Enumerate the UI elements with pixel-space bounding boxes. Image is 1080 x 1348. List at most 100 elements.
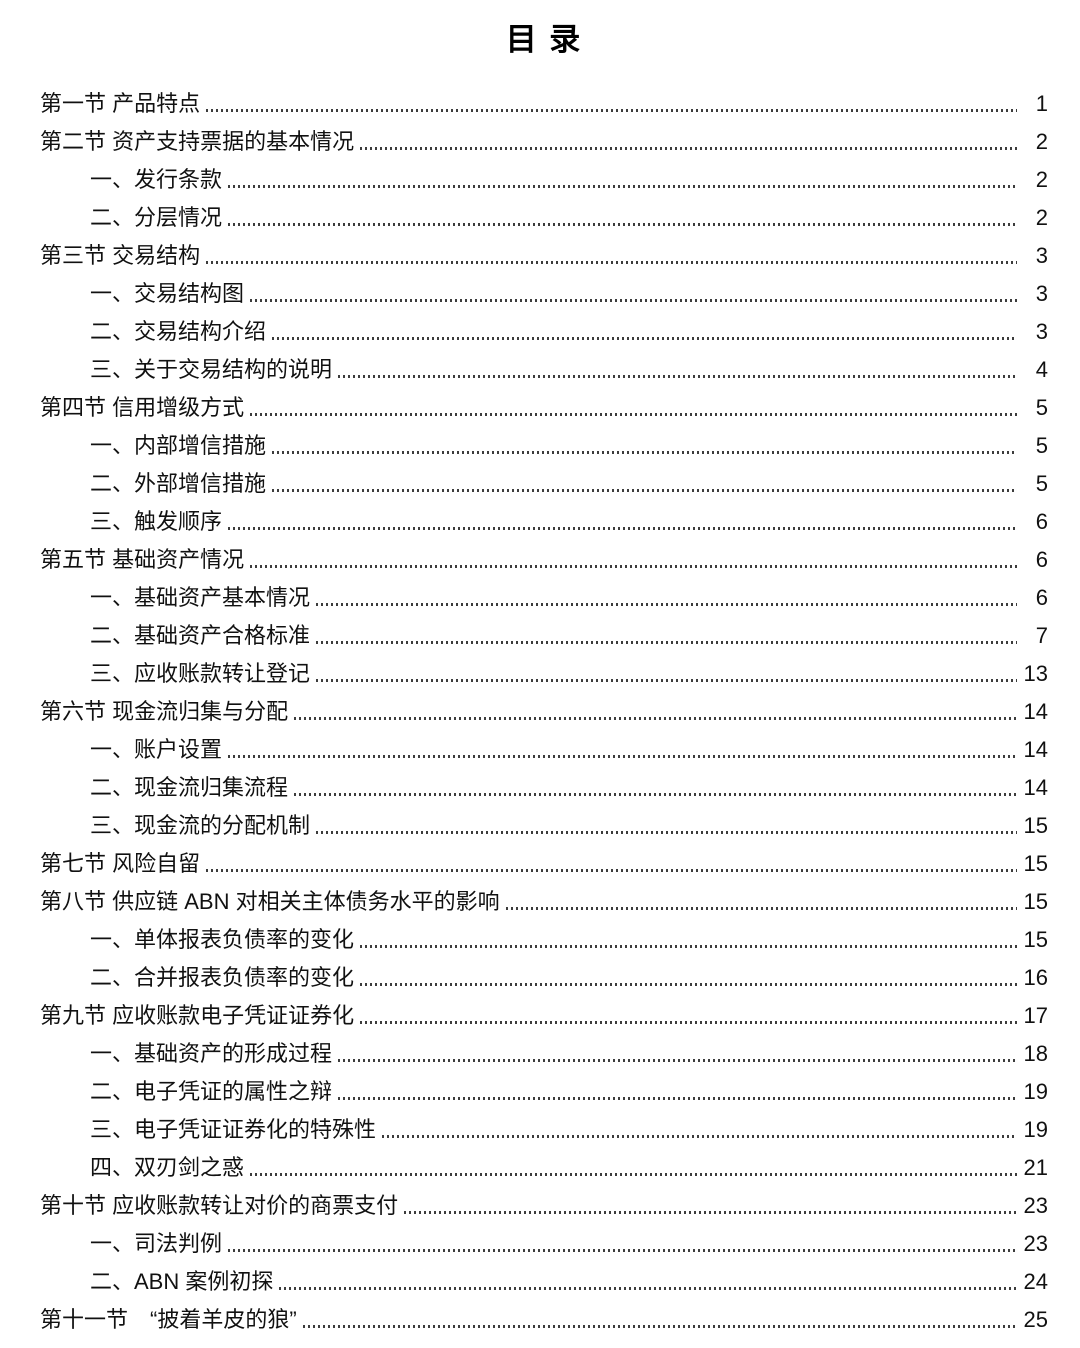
toc-entry[interactable]: 一、司法判例 23 (40, 1221, 1048, 1259)
toc-entry-label: 第七节 风险自留 (40, 851, 201, 876)
toc-entry[interactable]: 三、现金流的分配机制 15 (40, 803, 1048, 841)
toc-entry[interactable]: 三、电子凭证证券化的特殊性 19 (40, 1107, 1048, 1145)
toc-entry[interactable]: 四、双刃剑之惑 21 (40, 1145, 1048, 1183)
dot-leader (382, 1135, 1017, 1138)
dot-leader (228, 1249, 1017, 1252)
toc-entry[interactable]: 一、内部增信措施 5 (40, 423, 1048, 461)
dot-leader (250, 413, 1017, 416)
toc-entry[interactable]: 二、现金流归集流程 14 (40, 765, 1048, 803)
toc-entry[interactable]: 第二节 资产支持票据的基本情况 2 (40, 119, 1048, 157)
toc-entry-page: 15 (1023, 889, 1048, 914)
toc-entry-label: 三、触发顺序 (90, 509, 223, 534)
toc-entry[interactable]: 第十节 应收账款转让对价的商票支付 23 (40, 1183, 1048, 1221)
dot-leader (228, 755, 1017, 758)
dot-leader (302, 1325, 1017, 1328)
dot-leader (228, 185, 1017, 188)
dot-leader (279, 1287, 1017, 1290)
toc-entry-page: 2 (1035, 205, 1048, 230)
toc-entry-page: 13 (1023, 661, 1048, 686)
toc-entry-page: 2 (1035, 129, 1048, 154)
toc-entry-label: 二、分层情况 (90, 205, 223, 230)
toc-entry[interactable]: 一、发行条款 2 (40, 157, 1048, 195)
toc-entry-page: 14 (1023, 699, 1048, 724)
toc-entry[interactable]: 二、ABN 案例初探 24 (40, 1259, 1048, 1297)
toc-entry-page: 5 (1035, 433, 1048, 458)
toc-entry-label: 二、交易结构介绍 (90, 319, 267, 344)
dot-leader (404, 1211, 1017, 1214)
toc-entry-page: 23 (1023, 1193, 1048, 1218)
toc-entry-page: 6 (1035, 509, 1048, 534)
toc-entry-page: 21 (1023, 1155, 1048, 1180)
toc-entry[interactable]: 一、账户设置 14 (40, 727, 1048, 765)
toc-entry-label: 第五节 基础资产情况 (40, 547, 245, 572)
toc-entry-page: 18 (1023, 1041, 1048, 1066)
toc-entry-page: 6 (1035, 547, 1048, 572)
toc-entry[interactable]: 二、交易结构介绍 3 (40, 309, 1048, 347)
toc-entry-label: 第四节 信用增级方式 (40, 395, 245, 420)
toc-entry-label: 第一节 产品特点 (40, 91, 201, 116)
dot-leader (316, 603, 1017, 606)
dot-leader (294, 793, 1017, 796)
dot-leader (294, 717, 1017, 720)
toc-entry-label: 三、现金流的分配机制 (90, 813, 311, 838)
toc-entry[interactable]: 一、基础资产的形成过程 18 (40, 1031, 1048, 1069)
toc-entry-label: 二、基础资产合格标准 (90, 623, 311, 648)
toc-entry[interactable]: 第八节 供应链 ABN 对相关主体债务水平的影响 15 (40, 879, 1048, 917)
dot-leader (272, 337, 1017, 340)
toc-entry-label: 二、ABN 案例初探 (90, 1269, 274, 1294)
dot-leader (360, 983, 1017, 986)
toc-entry[interactable]: 第四节 信用增级方式 5 (40, 385, 1048, 423)
toc-entry-label: 一、司法判例 (90, 1231, 223, 1256)
toc-entry[interactable]: 三、关于交易结构的说明 4 (40, 347, 1048, 385)
toc-entry[interactable]: 第十一节 “披着羊皮的狼” 25 (40, 1297, 1048, 1335)
toc-entry[interactable]: 二、外部增信措施 5 (40, 461, 1048, 499)
toc-entry-label: 三、电子凭证证券化的特殊性 (90, 1117, 377, 1142)
toc-entry[interactable]: 第七节 风险自留 15 (40, 841, 1048, 879)
toc-entry-page: 7 (1035, 623, 1048, 648)
toc-entry[interactable]: 第九节 应收账款电子凭证证券化 17 (40, 993, 1048, 1031)
toc-entry-label: 第三节 交易结构 (40, 243, 201, 268)
toc-entry-page: 1 (1035, 91, 1048, 116)
dot-leader (206, 869, 1017, 872)
page-title: 目 录 (505, 22, 583, 57)
toc-entry[interactable]: 第五节 基础资产情况 6 (40, 537, 1048, 575)
toc-entry-label: 一、发行条款 (90, 167, 223, 192)
toc-entry[interactable]: 第三节 交易结构 3 (40, 233, 1048, 271)
toc-entry[interactable]: 二、基础资产合格标准 7 (40, 613, 1048, 651)
dot-leader (338, 375, 1017, 378)
dot-leader (250, 299, 1017, 302)
toc-entry-label: 一、账户设置 (90, 737, 223, 762)
toc-entry-page: 19 (1023, 1079, 1048, 1104)
dot-leader (228, 527, 1017, 530)
toc-entry[interactable]: 三、触发顺序 6 (40, 499, 1048, 537)
toc-entry-page: 3 (1035, 243, 1048, 268)
toc-entry-label: 第八节 供应链 ABN 对相关主体债务水平的影响 (40, 889, 500, 914)
toc-entry-page: 3 (1035, 281, 1048, 306)
toc-entry[interactable]: 一、交易结构图 3 (40, 271, 1048, 309)
toc-entry[interactable]: 第六节 现金流归集与分配 14 (40, 689, 1048, 727)
toc-entry[interactable]: 一、单体报表负债率的变化 15 (40, 917, 1048, 955)
toc-entry[interactable]: 第一节 产品特点 1 (40, 81, 1048, 119)
toc-entry-label: 第十一节 “披着羊皮的狼” (40, 1307, 297, 1332)
toc-entry-label: 二、现金流归集流程 (90, 775, 289, 800)
toc-list: 第一节 产品特点 1 第二节 资产支持票据的基本情况 2 一、发行条款 2 二、… (40, 81, 1048, 1335)
toc-entry-page: 16 (1023, 965, 1048, 990)
toc-entry-label: 三、关于交易结构的说明 (90, 357, 333, 382)
toc-entry[interactable]: 一、基础资产基本情况 6 (40, 575, 1048, 613)
toc-entry-page: 4 (1035, 357, 1048, 382)
toc-entry-page: 15 (1023, 851, 1048, 876)
toc-entry[interactable]: 二、合并报表负债率的变化 16 (40, 955, 1048, 993)
dot-leader (316, 679, 1017, 682)
toc-entry-label: 四、双刃剑之惑 (90, 1155, 245, 1180)
dot-leader (505, 907, 1017, 910)
toc-entry-page: 15 (1023, 927, 1048, 952)
toc-entry-label: 第六节 现金流归集与分配 (40, 699, 289, 724)
toc-entry-page: 14 (1023, 775, 1048, 800)
toc-entry-label: 一、交易结构图 (90, 281, 245, 306)
dot-leader (228, 223, 1017, 226)
toc-entry[interactable]: 三、应收账款转让登记 13 (40, 651, 1048, 689)
toc-entry[interactable]: 二、电子凭证的属性之辩 19 (40, 1069, 1048, 1107)
dot-leader (360, 147, 1017, 150)
toc-entry[interactable]: 二、分层情况 2 (40, 195, 1048, 233)
